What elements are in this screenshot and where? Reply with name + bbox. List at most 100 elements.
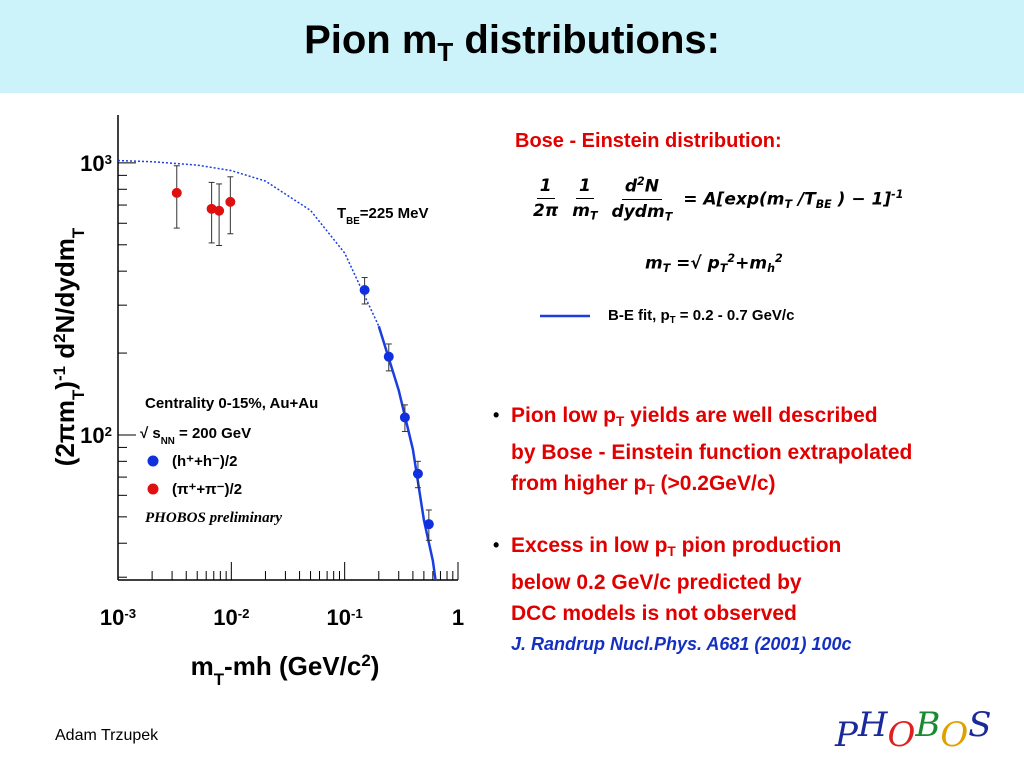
fit-extrapolation: [118, 159, 380, 327]
energy-label: √ sNN = 200 GeV: [140, 425, 251, 447]
fraction: 1 mT: [569, 176, 600, 222]
text-part: 1: [578, 175, 591, 196]
logo-letter: B: [915, 705, 941, 745]
text-part: below 0.2 GeV/c predicted by: [511, 571, 802, 595]
text-part: pion production: [675, 534, 842, 557]
text-part: by Bose - Einstein function extrapolated: [511, 441, 913, 465]
point: [412, 468, 423, 479]
bullet-dot: •: [493, 535, 500, 555]
text-part: m: [645, 253, 663, 274]
text-part: (2πm: [50, 400, 80, 466]
text-part: T: [69, 227, 88, 238]
text-part: 2: [774, 252, 783, 265]
y-axis-label: (2πmT)-1 d2N/dydmT: [50, 227, 88, 466]
text-part: BE: [346, 216, 360, 227]
text-part: -1: [50, 366, 69, 381]
text-part: m: [191, 651, 214, 681]
text-part: 2: [637, 175, 645, 188]
legend-marker: [147, 455, 159, 467]
formula-rhs: = A[exp(mT /TBE ) − 1]-1: [683, 188, 903, 211]
text-part: distributions:: [453, 18, 720, 62]
text-part: T: [590, 209, 598, 223]
numerator: 1: [536, 176, 555, 200]
tick-label: 103: [80, 151, 112, 176]
logo: PHOBOS: [835, 705, 992, 755]
text-part: T: [616, 414, 625, 430]
logo-letter: H: [857, 705, 888, 745]
preliminary-label: PHOBOS preliminary: [145, 510, 282, 526]
point: [225, 196, 236, 207]
author: Adam Trzupek: [55, 727, 159, 744]
legend-label: (h⁺+h⁻)/2: [172, 453, 237, 470]
point: [423, 519, 434, 530]
tick-label-base: 10: [327, 605, 351, 630]
text-part: = A[exp(m: [683, 189, 785, 210]
point: [214, 205, 225, 216]
text-part: h: [767, 261, 775, 275]
citation: J. Randrup Nucl.Phys. A681 (2001) 100c: [511, 634, 852, 655]
tick-label-base: 10: [213, 605, 237, 630]
text-part: (>0.2GeV/c): [654, 472, 776, 496]
numerator: d2N: [621, 175, 662, 200]
bullet-line: Pion low pT yields are well described: [511, 400, 912, 437]
point: [399, 412, 410, 423]
text-part: from higher p: [511, 472, 647, 496]
text-part: 2: [50, 333, 69, 342]
text-part: T: [337, 205, 346, 222]
bullet-dot: •: [493, 405, 500, 425]
text-part: T: [69, 389, 88, 400]
text-part: Pion low p: [511, 404, 616, 427]
be-heading: Bose - Einstein distribution:: [515, 130, 782, 152]
text-part: = 0.2 - 0.7 GeV/c: [675, 307, 795, 324]
numerator: 1: [575, 175, 594, 199]
bullet-line: DCC models is not observed: [511, 598, 851, 629]
tick-label: 102: [80, 423, 112, 448]
text-part: T: [214, 670, 225, 689]
text-part: 2: [361, 651, 370, 670]
text-part: T: [664, 209, 673, 223]
temperature-label: TBE=225 MeV: [337, 205, 429, 227]
denominator: 2π: [530, 199, 561, 221]
bullet-line: Excess in low pT pion production: [511, 530, 851, 567]
plot-area: [118, 159, 437, 580]
text-part: Excess in low p: [511, 534, 668, 557]
text-part: +m: [735, 253, 768, 274]
slide-title: Pion mT distributions:: [0, 18, 1024, 68]
tick-label: 10-1: [327, 605, 363, 630]
text-part: √ s: [140, 425, 161, 442]
formula: 1 2π 1 mT d2N dydmT = A[exp(mT /TBE ) − 1]-1: [530, 175, 903, 223]
text-part: ) − 1]: [831, 189, 892, 210]
text-part: T: [669, 314, 676, 326]
point: [206, 203, 217, 214]
tick-label-base: 10: [80, 151, 104, 176]
text-part: (GeV/c: [272, 651, 362, 681]
text-part: h: [256, 651, 272, 681]
logo-letter: S: [968, 705, 992, 745]
fit-line: [377, 325, 437, 580]
text-part: T: [667, 544, 676, 560]
bullet-line: by Bose - Einstein function extrapolated: [511, 437, 912, 468]
tick-label-exp: -3: [124, 606, 136, 621]
fit-legend: B-E fit, pT = 0.2 - 0.7 GeV/c: [608, 307, 794, 326]
text-part: N: [644, 176, 659, 197]
tick-label: 1: [452, 605, 464, 630]
text-part: 2: [727, 252, 736, 265]
tick-label: 10-2: [213, 605, 249, 630]
tick-label-base: 10: [100, 605, 124, 630]
text-part: =√ p: [670, 253, 720, 274]
mt-formula: mT =√ pT2+mh2: [645, 252, 783, 275]
text-part: 1: [539, 176, 552, 197]
text-part: BE: [815, 197, 832, 211]
text-part: DCC models is not observed: [511, 602, 797, 626]
tick-label: 10-3: [100, 605, 136, 630]
text-part: Pion m: [304, 18, 438, 62]
tick-label-exp: 2: [105, 423, 112, 438]
bullet-line: from higher pT (>0.2GeV/c): [511, 468, 912, 505]
tick-label-exp: 3: [105, 151, 112, 166]
centrality-label: Centrality 0-15%, Au+Au: [145, 395, 318, 412]
text-part: N/dydm: [50, 238, 80, 333]
text-part: -m: [224, 651, 256, 681]
text-part: m: [572, 200, 590, 221]
